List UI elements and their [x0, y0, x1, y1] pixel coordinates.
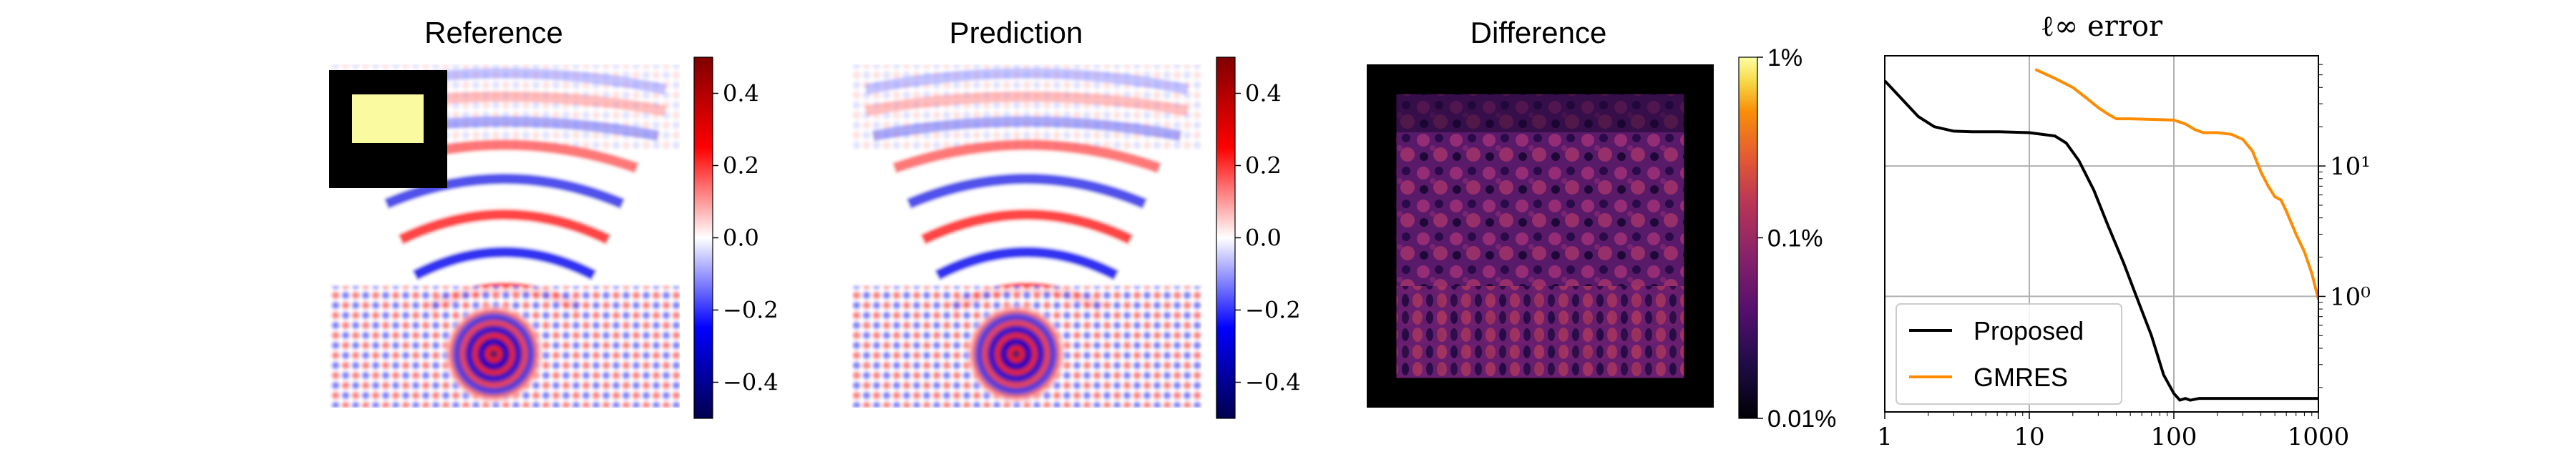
- reference-title: Reference: [424, 16, 563, 49]
- difference-title: Difference: [1470, 16, 1607, 49]
- x-tick-label: 1: [1877, 423, 1893, 451]
- colorbar-tick-label: −0.2: [723, 297, 779, 324]
- reference-field-image: [329, 64, 680, 408]
- prediction-title: Prediction: [950, 16, 1083, 49]
- y-tick-label: 10⁰: [2330, 282, 2371, 311]
- prediction-field-image: [852, 64, 1202, 408]
- y-axis: 10¹ 10⁰: [2318, 64, 2371, 388]
- error-chart-title: ℓ∞ error: [2041, 10, 2163, 43]
- series-line-gmres: [2034, 68, 2318, 300]
- colorbar-tick-label: 0.2: [1245, 152, 1282, 180]
- prediction-panel: Prediction 0.40.: [852, 16, 1301, 419]
- geometry-inset: [329, 70, 447, 188]
- prediction-colorbar: 0.4 0.2 0.0 −0.2 −0.4: [1216, 56, 1301, 419]
- colorbar-tick-label: 0.0: [1245, 225, 1282, 252]
- colorbar-tick-label: 0.1%: [1767, 225, 1823, 252]
- difference-image: [1367, 64, 1714, 408]
- x-tick-label: 10: [2014, 423, 2044, 451]
- colorbar-tick-label: −0.4: [1245, 369, 1301, 396]
- chart-series: [1885, 68, 2318, 402]
- difference-colorbar: 1% 0.1% 0.01%: [1738, 44, 1836, 433]
- y-tick-label: 10¹: [2330, 152, 2371, 181]
- reference-panel: Reference: [329, 16, 779, 419]
- legend-label-proposed: Proposed: [1974, 316, 2084, 345]
- series-line-proposed: [1885, 79, 2318, 402]
- colorbar-tick-label: −0.4: [723, 369, 779, 396]
- x-axis: 1 10 100 1000: [1877, 412, 2349, 451]
- colorbar-tick-label: 0.2: [723, 152, 759, 180]
- legend-label-gmres: GMRES: [1974, 363, 2068, 392]
- colorbar-tick-label: 0.0: [723, 225, 759, 252]
- colorbar-tick-label: −0.2: [1245, 297, 1301, 324]
- colorbar-tick-label: 0.01%: [1767, 405, 1836, 433]
- x-tick-label: 1000: [2288, 423, 2350, 451]
- difference-panel: Difference 1% 0.1% 0.01%: [1367, 16, 1836, 433]
- colorbar-tick-label: 0.4: [723, 80, 759, 107]
- reference-colorbar: 0.4 0.2 0.0 −0.2 −0.4: [693, 56, 779, 419]
- x-tick-label: 100: [2151, 423, 2197, 451]
- chart-legend: Proposed GMRES: [1896, 303, 2122, 405]
- colorbar-tick-label: 0.4: [1245, 80, 1282, 107]
- colorbar-tick-label: 1%: [1767, 44, 1802, 72]
- error-chart: ℓ∞ error 1 10 100 1000 10¹ 10⁰ Proposed GMRE…: [1877, 10, 2371, 451]
